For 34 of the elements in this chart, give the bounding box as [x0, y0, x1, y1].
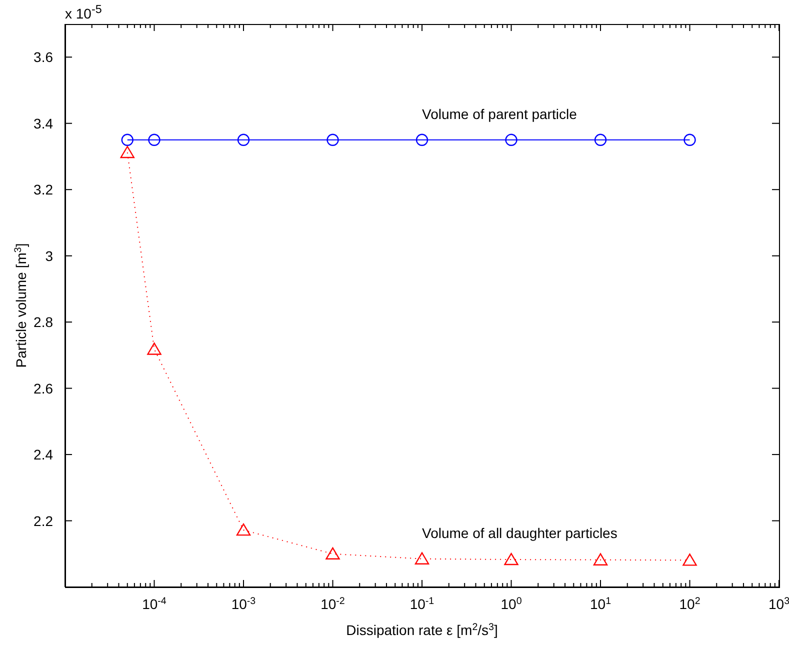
x-tick-label: 10$^{0}$ — [500, 596, 522, 612]
point — [593, 553, 608, 566]
point — [684, 134, 696, 146]
series-label: Volume of parent particle — [422, 106, 578, 122]
y-tick-label: 2.2 — [34, 512, 54, 529]
point — [504, 552, 518, 566]
point — [594, 134, 607, 146]
y-tick-label: 2.4 — [34, 446, 54, 463]
point — [237, 134, 250, 146]
y-tick-label: 2.6 — [34, 380, 54, 396]
point — [416, 134, 428, 146]
point — [505, 134, 518, 146]
y-tick-label: 2.8 — [34, 314, 54, 330]
y-tick-label: 3.6 — [34, 49, 54, 66]
y-tick-label: 3.4 — [34, 115, 54, 132]
x-tick-label: 10$^{1}$ — [590, 596, 612, 612]
point — [147, 342, 162, 355]
point — [682, 554, 697, 566]
x-axis-title: Dissipation rate ε [m$^{2}$/s$^{3}$] — [346, 622, 498, 638]
point — [326, 134, 339, 146]
y-tick-label: 3 — [45, 248, 54, 264]
point — [236, 523, 251, 536]
point — [326, 547, 340, 560]
y-tick-label: 3.2 — [34, 182, 54, 198]
text: x 10$^{-5}$ — [65, 2, 102, 22]
x-tick-label: 10$^{3}$ — [768, 596, 789, 612]
x-tick-label: 10$^{-2}$ — [320, 596, 345, 612]
point — [414, 552, 430, 564]
x-tick-label: 10$^{-1}$ — [410, 596, 434, 612]
x-tick-label: 10$^{2}$ — [679, 596, 700, 612]
x-tick-label: 10$^{-3}$ — [231, 596, 256, 612]
x-tick-label: 10$^{-4}$ — [142, 596, 167, 612]
point — [148, 134, 160, 146]
series-label: Volume of all daughter particles — [422, 524, 618, 541]
